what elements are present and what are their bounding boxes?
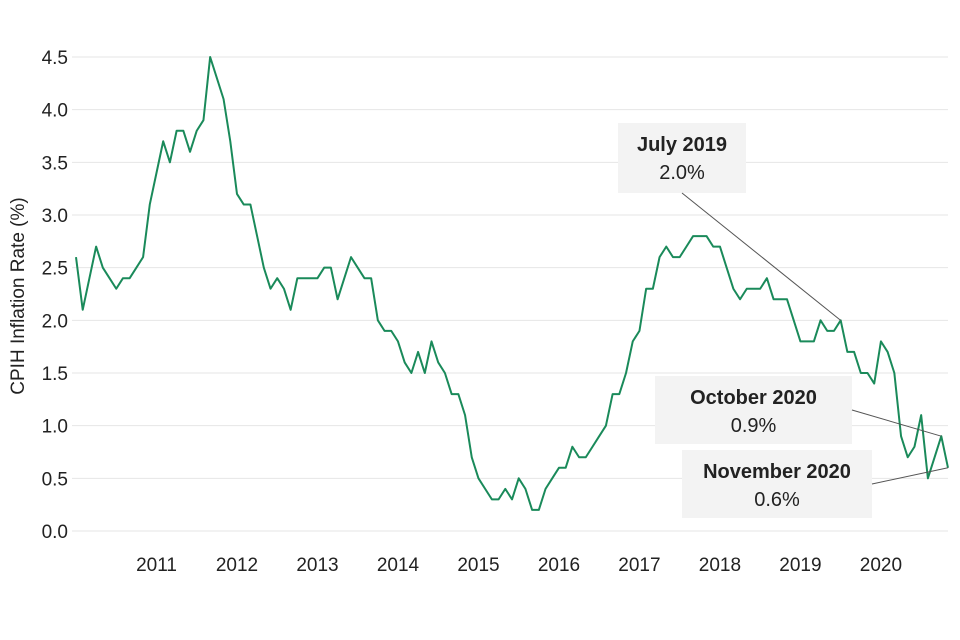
- y-tick-label: 2.0: [42, 311, 68, 332]
- x-tick-label: 2013: [296, 555, 338, 576]
- series-layer: [75, 56, 949, 511]
- annotation-box: [618, 123, 746, 193]
- y-tick-label: 0.0: [42, 522, 68, 543]
- x-tick-label: 2020: [860, 555, 902, 576]
- annotation-box: [655, 376, 852, 444]
- annotation: July 2019 2.0%: [618, 123, 841, 321]
- annotation: November 2020 0.6%: [682, 450, 949, 518]
- annotation-leader-line: [871, 467, 949, 485]
- x-tick-label: 2018: [699, 555, 741, 576]
- annotation-leader-line: [681, 192, 841, 321]
- y-axis-label: CPIH Inflation Rate (%): [8, 197, 29, 394]
- annotations: July 2019 2.0% October 2020 0.9% November 20…: [618, 123, 949, 518]
- x-tick-label: 2017: [618, 555, 660, 576]
- annotation-title: October 2020: [690, 387, 817, 409]
- annotation-value: 2.0%: [659, 162, 705, 184]
- x-tick-label: 2016: [538, 555, 580, 576]
- annotation-title: July 2019: [637, 134, 727, 156]
- annotation-leader-line: [851, 409, 942, 437]
- x-tick-label: 2019: [779, 555, 821, 576]
- gridlines: [72, 56, 948, 532]
- y-tick-label: 2.5: [42, 259, 68, 280]
- y-tick-label: 1.0: [42, 417, 68, 438]
- y-tick-label: 1.5: [42, 364, 68, 385]
- annotation-value: 0.6%: [754, 489, 800, 511]
- annotation-box: [682, 450, 872, 518]
- y-tick-label: 3.5: [42, 153, 68, 174]
- annotation: October 2020 0.9%: [655, 376, 942, 444]
- y-tick-label: 3.0: [42, 206, 68, 227]
- y-tick-label: 4.5: [42, 48, 68, 69]
- x-axis-ticks: 2011 2012 2013 2014 2015 2016 2017 2018 2019 2020: [136, 555, 902, 576]
- y-axis-ticks: 0.0 0.5 1.0 1.5 2.0 2.5 3.0 3.5 4.0 4.5: [42, 48, 68, 543]
- y-tick-label: 0.5: [42, 469, 68, 490]
- annotation-title: November 2020: [703, 461, 851, 483]
- series-line: [75, 56, 949, 511]
- x-tick-label: 2012: [216, 555, 258, 576]
- y-tick-label: 4.0: [42, 101, 68, 122]
- x-tick-label: 2014: [377, 555, 420, 576]
- x-tick-label: 2011: [136, 555, 177, 576]
- annotation-value: 0.9%: [731, 415, 777, 437]
- x-tick-label: 2015: [457, 555, 499, 576]
